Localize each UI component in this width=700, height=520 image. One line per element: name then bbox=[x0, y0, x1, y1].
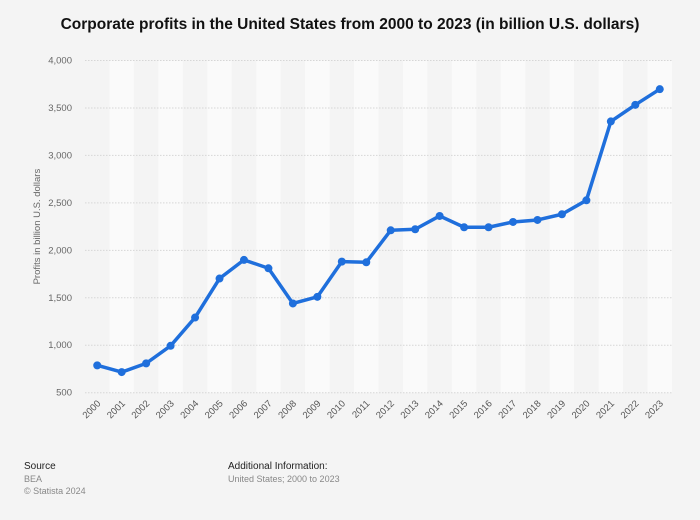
y-tick-label: 500 bbox=[56, 388, 72, 399]
x-tick-label: 2001 bbox=[105, 398, 128, 421]
x-tick-label: 2000 bbox=[81, 398, 104, 421]
data-point bbox=[411, 225, 420, 234]
x-tick-label: 2019 bbox=[545, 398, 568, 421]
data-point bbox=[582, 196, 591, 205]
data-point bbox=[533, 215, 542, 224]
copyright: © Statista 2024 bbox=[24, 486, 86, 496]
column-band bbox=[598, 60, 624, 393]
x-tick-label: 2013 bbox=[399, 398, 422, 421]
y-tick-label: 1,500 bbox=[48, 293, 72, 304]
x-tick-label: 2005 bbox=[203, 398, 226, 421]
data-point bbox=[239, 255, 248, 264]
data-point bbox=[655, 85, 664, 94]
data-point bbox=[264, 264, 273, 273]
y-tick-label: 2,500 bbox=[48, 198, 72, 209]
y-axis-label: Profits in billion U.S. dollars bbox=[32, 169, 43, 285]
x-tick-label: 2009 bbox=[301, 398, 324, 421]
y-tick-label: 4,000 bbox=[48, 56, 72, 67]
data-point bbox=[557, 210, 566, 219]
column-band bbox=[647, 60, 672, 393]
x-tick-label: 2023 bbox=[643, 398, 666, 421]
x-tick-label: 2012 bbox=[374, 398, 397, 421]
x-tick-label: 2011 bbox=[350, 398, 372, 420]
x-tick-label: 2015 bbox=[447, 398, 470, 421]
x-tick-label: 2022 bbox=[619, 398, 642, 421]
source-block: Source BEA © Statista 2024 bbox=[24, 461, 86, 497]
x-tick-label: 2016 bbox=[472, 398, 495, 421]
data-point bbox=[142, 359, 151, 368]
data-point bbox=[509, 217, 518, 226]
column-band bbox=[256, 60, 281, 393]
data-point bbox=[337, 257, 346, 266]
x-tick-label: 2010 bbox=[325, 398, 348, 421]
y-tick-label: 1,000 bbox=[48, 340, 72, 351]
source-name: BEA bbox=[24, 474, 43, 484]
x-tick-label: 2004 bbox=[178, 398, 201, 421]
chart-title: Corporate profits in the United States f… bbox=[60, 16, 640, 33]
info-text: United States; 2000 to 2023 bbox=[228, 474, 340, 484]
line-chart: 500 1,000 1,500 2,000 2,500 3,000 3,500 4,000 Pr… bbox=[32, 56, 672, 421]
column-band bbox=[305, 60, 330, 393]
x-tick-label: 2020 bbox=[570, 398, 593, 421]
x-tick-label: 2003 bbox=[154, 398, 177, 421]
data-point bbox=[631, 100, 640, 109]
data-point bbox=[435, 211, 444, 220]
x-tick-label: 2014 bbox=[423, 398, 446, 421]
data-point bbox=[386, 226, 395, 235]
data-point bbox=[460, 223, 469, 232]
y-tick-label: 3,500 bbox=[48, 103, 72, 114]
x-tick-label: 2007 bbox=[252, 398, 275, 421]
x-tick-label: 2008 bbox=[276, 398, 299, 421]
source-heading: Source bbox=[24, 461, 56, 472]
data-point bbox=[191, 313, 200, 322]
x-tick-label: 2021 bbox=[594, 398, 617, 421]
y-tick-label: 3,000 bbox=[48, 150, 72, 161]
column-band bbox=[549, 60, 575, 393]
additional-info-block: Additional Information: United States; 2… bbox=[228, 461, 340, 485]
x-tick-label: 2017 bbox=[496, 398, 519, 421]
x-tick-label: 2002 bbox=[130, 398, 153, 421]
data-point bbox=[93, 361, 102, 370]
data-point bbox=[606, 117, 615, 126]
data-point bbox=[215, 274, 224, 283]
data-point bbox=[117, 368, 126, 377]
column-band bbox=[109, 60, 134, 393]
x-tick-label: 2006 bbox=[227, 398, 250, 421]
series-line bbox=[96, 87, 661, 374]
data-point bbox=[166, 341, 175, 350]
data-point bbox=[484, 223, 493, 232]
data-point bbox=[313, 292, 322, 301]
column-band bbox=[500, 60, 526, 393]
y-tick-label: 2,000 bbox=[48, 245, 72, 256]
data-point bbox=[288, 299, 297, 308]
x-tick-label: 2018 bbox=[521, 398, 544, 421]
column-band bbox=[207, 60, 232, 393]
info-heading: Additional Information: bbox=[228, 461, 328, 472]
data-point bbox=[362, 258, 371, 267]
column-band bbox=[354, 60, 379, 393]
